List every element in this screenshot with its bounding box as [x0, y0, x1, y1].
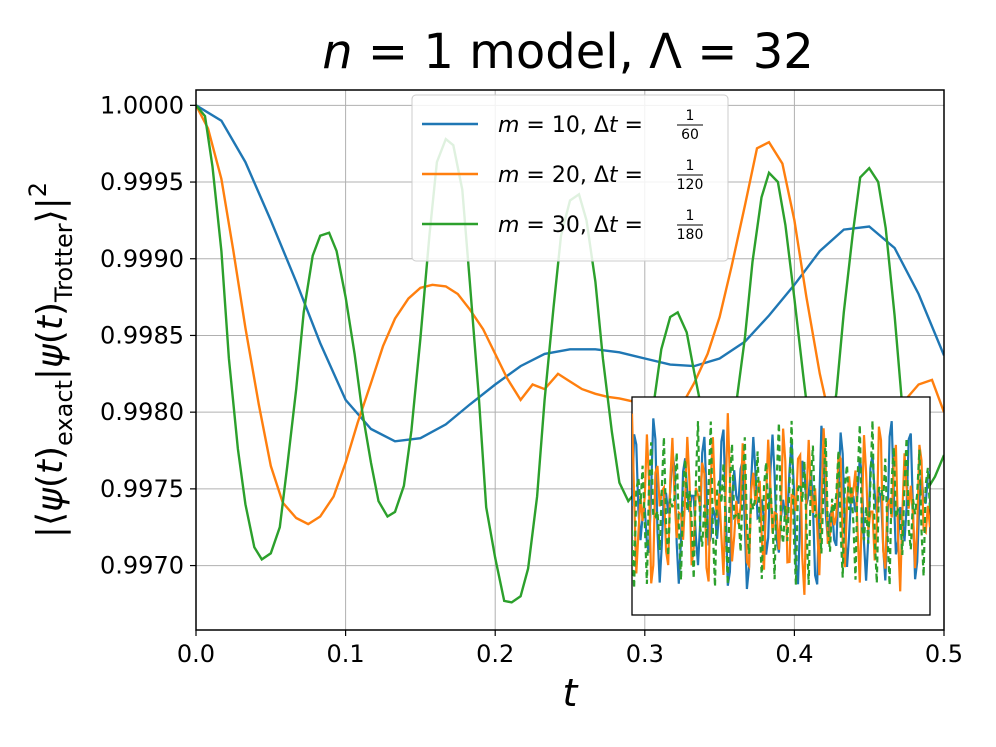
series-line-1	[196, 104, 944, 443]
legend-dt-denominator: 180	[677, 227, 704, 243]
y-tick-label: 0.9985	[100, 321, 184, 349]
svg-text:|⟨ψ(t)exact|ψ(t)Trotter⟩|2: |⟨ψ(t)exact|ψ(t)Trotter⟩|2	[24, 182, 78, 538]
inset-plot	[631, 396, 931, 616]
x-tick-label: 0.4	[775, 640, 813, 668]
x-tick-label: 0.2	[476, 640, 514, 668]
axis-ticks: 0.0 0.1 0.2 0.3 0.4 0.5 1.0000 0.9995 0.9990 0.99…	[100, 91, 963, 668]
y-tick-label: 0.9975	[100, 475, 184, 503]
legend-label: m = 30, Δt =	[498, 213, 643, 238]
plot-frame	[195, 89, 945, 631]
legend-item: m = 10, Δt = 1 60	[422, 108, 703, 143]
x-axis-label: t	[563, 671, 580, 715]
y-axis-label: |⟨ψ(t)exact|ψ(t)Trotter⟩|2	[24, 182, 78, 538]
y-tick-label: 0.9970	[100, 552, 184, 580]
legend-label: m = 10, Δt =	[498, 113, 643, 138]
x-tick-label: 0.5	[925, 640, 963, 668]
legend: m = 10, Δt = 1 60 m = 20, Δt = 1 120 m = 30, Δ…	[411, 94, 729, 262]
y-tick-label: 0.9990	[100, 245, 184, 273]
legend-dt-denominator: 120	[677, 177, 704, 193]
y-tick-label: 0.9980	[100, 398, 184, 426]
inset-series-line-3	[632, 420, 930, 589]
series-line-2	[196, 104, 944, 526]
x-tick-label: 0.1	[327, 640, 365, 668]
x-tick-label: 0.3	[626, 640, 664, 668]
legend-dt-numerator: 1	[686, 108, 695, 124]
x-tick-label: 0.0	[177, 640, 215, 668]
y-tick-label: 0.9995	[100, 168, 184, 196]
legend-item: m = 20, Δt = 1 120	[422, 158, 703, 193]
legend-box	[411, 94, 729, 262]
legend-item: m = 30, Δt = 1 180	[422, 208, 703, 243]
legend-dt-numerator: 1	[686, 208, 695, 224]
chart-title: n = 1 model, Λ = 32	[322, 24, 814, 80]
y-tick-label: 1.0000	[100, 91, 184, 119]
legend-dt-numerator: 1	[686, 158, 695, 174]
legend-label: m = 20, Δt =	[498, 163, 643, 188]
legend-dt-denominator: 60	[681, 127, 699, 143]
